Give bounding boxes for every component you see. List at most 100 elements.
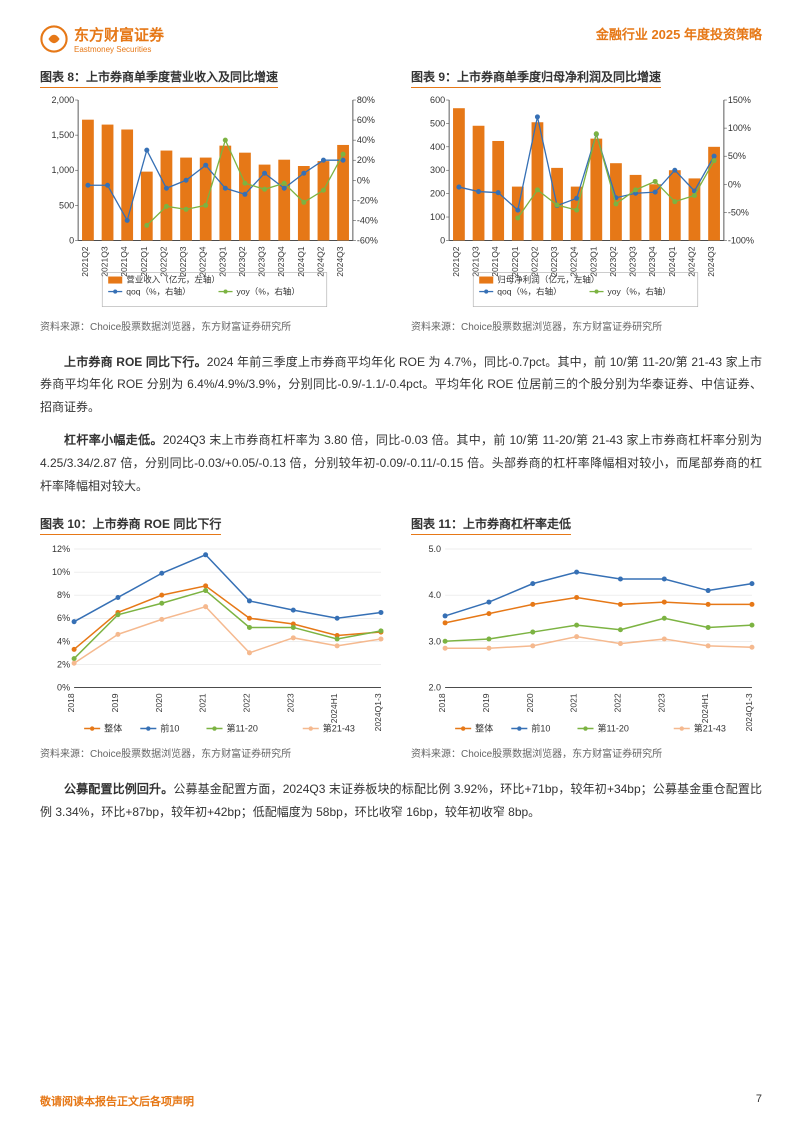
svg-text:2023Q2: 2023Q2 xyxy=(608,246,618,277)
svg-text:100: 100 xyxy=(430,212,445,222)
svg-text:2021Q4: 2021Q4 xyxy=(490,246,500,277)
svg-text:60%: 60% xyxy=(357,115,375,125)
svg-text:整体: 整体 xyxy=(475,723,493,734)
svg-text:40%: 40% xyxy=(357,135,375,145)
chart9: 0100200300400500600-100%-50%0%50%100%150… xyxy=(411,92,762,313)
svg-text:qoq（%，右轴）: qoq（%，右轴） xyxy=(126,287,190,297)
svg-text:yoy（%，右轴）: yoy（%，右轴） xyxy=(608,287,671,297)
svg-text:600: 600 xyxy=(430,95,445,105)
chart8: 0 500 1,000 1,500 2,000 -60% -40% -20% 0% 20% 40% 6… xyxy=(40,92,391,313)
svg-text:2021Q4: 2021Q4 xyxy=(119,246,129,277)
svg-text:100%: 100% xyxy=(728,123,751,133)
svg-text:第21-43: 第21-43 xyxy=(694,723,726,734)
svg-text:营业收入（亿元，左轴）: 营业收入（亿元，左轴） xyxy=(126,275,220,285)
svg-text:2024Q1: 2024Q1 xyxy=(296,246,306,277)
chart8-source: 资料来源：Choice股票数据浏览器，东方财富证券研究所 xyxy=(40,318,391,333)
svg-text:400: 400 xyxy=(430,142,445,152)
svg-text:2024Q3: 2024Q3 xyxy=(335,246,345,277)
svg-text:2021Q2: 2021Q2 xyxy=(80,246,90,277)
chart10-title: 图表 10：上市券商 ROE 同比下行 xyxy=(40,515,221,535)
svg-text:2023: 2023 xyxy=(285,694,295,713)
svg-text:6%: 6% xyxy=(57,614,70,624)
svg-text:2020: 2020 xyxy=(154,694,164,713)
chart9-title: 图表 9：上市券商单季度归母净利润及同比增速 xyxy=(411,68,661,88)
svg-text:0: 0 xyxy=(69,235,74,245)
svg-text:2024Q1-3: 2024Q1-3 xyxy=(744,694,754,732)
svg-text:500: 500 xyxy=(430,118,445,128)
svg-text:2024Q2: 2024Q2 xyxy=(315,246,325,277)
svg-text:2023Q1: 2023Q1 xyxy=(217,246,227,277)
svg-text:2022Q2: 2022Q2 xyxy=(158,246,168,277)
logo-cn: 东方财富证券 xyxy=(74,24,164,45)
svg-text:2,000: 2,000 xyxy=(52,95,75,105)
svg-text:2019: 2019 xyxy=(481,694,491,713)
svg-text:2021Q2: 2021Q2 xyxy=(451,246,461,277)
svg-text:第11-20: 第11-20 xyxy=(227,723,258,734)
svg-text:4%: 4% xyxy=(57,637,70,647)
svg-text:2024Q3: 2024Q3 xyxy=(706,246,716,277)
svg-text:2024H1: 2024H1 xyxy=(700,694,710,724)
body-text-2: 公募配置比例回升。公募基金配置方面，2024Q3 末证券板块的标配比例 3.92… xyxy=(40,778,762,824)
svg-text:2022Q2: 2022Q2 xyxy=(529,246,539,277)
svg-text:-40%: -40% xyxy=(357,215,378,225)
svg-text:2018: 2018 xyxy=(437,694,447,713)
chart-row-1: 图表 8：上市券商单季度营业收入及同比增速 05001,0001,5002,00… xyxy=(40,68,762,333)
svg-text:8%: 8% xyxy=(57,591,70,601)
svg-text:5.0: 5.0 xyxy=(429,544,442,554)
svg-text:50%: 50% xyxy=(728,151,746,161)
svg-text:2022Q3: 2022Q3 xyxy=(178,246,188,277)
body-text-1: 上市券商 ROE 同比下行。2024 年前三季度上市券商平均年化 ROE 为 4… xyxy=(40,351,762,498)
footer: 敬请阅读本报告正文后各项声明 7 xyxy=(40,1093,762,1109)
svg-text:2022: 2022 xyxy=(612,694,622,713)
svg-text:2023Q3: 2023Q3 xyxy=(257,246,267,277)
svg-text:qoq（%，右轴）: qoq（%，右轴） xyxy=(497,287,561,297)
svg-text:2023Q4: 2023Q4 xyxy=(276,246,286,277)
svg-text:12%: 12% xyxy=(52,544,70,554)
svg-text:-20%: -20% xyxy=(357,195,378,205)
para2-title: 杠杆率小幅走低。 xyxy=(64,433,163,447)
svg-text:2022Q1: 2022Q1 xyxy=(139,246,149,277)
svg-text:4.0: 4.0 xyxy=(429,591,442,601)
svg-text:3.0: 3.0 xyxy=(429,637,442,647)
svg-text:2023Q3: 2023Q3 xyxy=(628,246,638,277)
svg-text:第21-43: 第21-43 xyxy=(323,723,355,734)
svg-text:1,500: 1,500 xyxy=(52,130,75,140)
svg-text:-50%: -50% xyxy=(728,207,749,217)
svg-text:yoy（%，右轴）: yoy（%，右轴） xyxy=(237,287,300,297)
svg-text:整体: 整体 xyxy=(104,723,122,734)
svg-text:归母净利润（亿元，左轴）: 归母净利润（亿元，左轴） xyxy=(497,275,599,285)
chart9-source: 资料来源：Choice股票数据浏览器，东方财富证券研究所 xyxy=(411,318,762,333)
logo-en: Eastmoney Securities xyxy=(74,45,164,54)
chart10: 0%2%4%6%8%10%12%201820192020202120222023… xyxy=(40,539,391,740)
svg-text:2024Q1: 2024Q1 xyxy=(667,246,677,277)
svg-text:200: 200 xyxy=(430,189,445,199)
svg-text:2022Q4: 2022Q4 xyxy=(198,246,208,277)
footer-disclaimer: 敬请阅读本报告正文后各项声明 xyxy=(40,1093,194,1109)
svg-text:2024Q1-3: 2024Q1-3 xyxy=(373,694,383,732)
svg-text:500: 500 xyxy=(59,200,74,210)
svg-text:150%: 150% xyxy=(728,95,751,105)
svg-text:2022Q3: 2022Q3 xyxy=(549,246,559,277)
chart11-source: 资料来源：Choice股票数据浏览器，东方财富证券研究所 xyxy=(411,745,762,760)
svg-text:-100%: -100% xyxy=(728,235,754,245)
chart11: 2.03.04.05.02018201920202021202220232024… xyxy=(411,539,762,740)
svg-text:前10: 前10 xyxy=(160,723,179,734)
svg-text:2.0: 2.0 xyxy=(429,683,442,693)
svg-text:0: 0 xyxy=(440,235,445,245)
svg-text:2021Q3: 2021Q3 xyxy=(471,246,481,277)
svg-text:前10: 前10 xyxy=(531,723,550,734)
svg-text:-60%: -60% xyxy=(357,235,378,245)
svg-text:2022: 2022 xyxy=(241,694,251,713)
svg-text:2021: 2021 xyxy=(198,694,208,713)
svg-text:2022Q1: 2022Q1 xyxy=(510,246,520,277)
svg-text:1,000: 1,000 xyxy=(52,165,75,175)
svg-text:2021: 2021 xyxy=(569,694,579,713)
svg-text:2023Q4: 2023Q4 xyxy=(647,246,657,277)
svg-text:0%: 0% xyxy=(357,175,370,185)
svg-text:300: 300 xyxy=(430,165,445,175)
svg-text:2023: 2023 xyxy=(656,694,666,713)
svg-text:2024Q2: 2024Q2 xyxy=(686,246,696,277)
logo: 东方财富证券 Eastmoney Securities xyxy=(40,24,164,54)
svg-text:20%: 20% xyxy=(357,155,375,165)
svg-text:第11-20: 第11-20 xyxy=(598,723,629,734)
